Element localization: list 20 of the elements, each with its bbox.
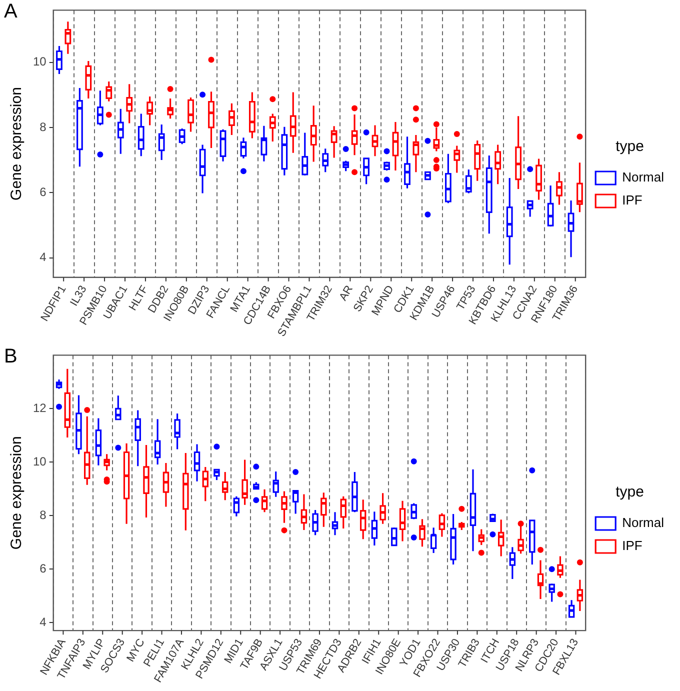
y-tick-label: 10	[32, 454, 47, 468]
y-tick-label: 12	[32, 400, 47, 415]
legend-title: type	[616, 138, 644, 156]
text: B	[4, 346, 18, 368]
x-tick-label: AR	[337, 284, 356, 303]
y-tick-label: 4	[40, 614, 47, 629]
y-axis-title: Gene expression	[8, 436, 26, 550]
text: A	[4, 0, 18, 23]
y-tick-label: 6	[40, 561, 47, 576]
y-tick-label: 8	[40, 508, 47, 522]
legend-label: Normal	[622, 515, 664, 530]
y-axis-title: Gene expression	[8, 87, 26, 200]
y-tick-label: 4	[40, 250, 47, 264]
y-tick-label: 10	[32, 54, 47, 69]
legend-label: IPF	[622, 192, 642, 208]
y-tick-label: 8	[40, 120, 47, 134]
legend-title: type	[616, 484, 644, 501]
y-tick-label: 6	[40, 184, 47, 199]
legend-label: Normal	[622, 170, 664, 185]
legend-label: IPF	[622, 538, 642, 554]
